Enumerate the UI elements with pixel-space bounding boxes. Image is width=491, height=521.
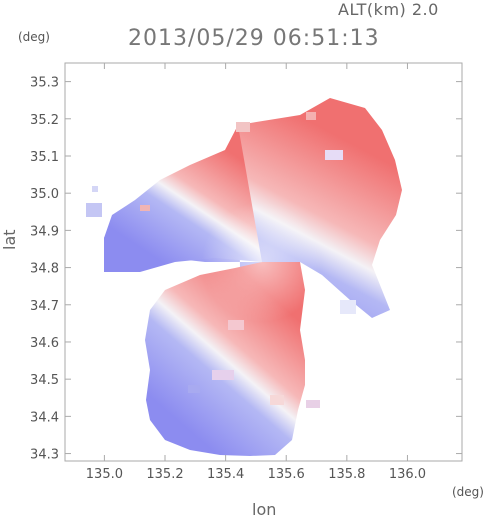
y-tick-label: 34.4 [30,410,59,425]
x-tick-label: 135.6 [268,467,305,482]
echo-fragment [270,395,284,405]
y-tick-label: 35.0 [30,187,59,202]
echo-fragment [306,112,316,120]
chart-title-timestamp: 2013/05/29 06:51:13 [128,26,380,51]
echo-fragment [188,385,200,393]
y-tick-label: 34.5 [30,373,59,388]
y-axis-ticks: 34.3 34.4 34.5 34.6 34.7 34.8 34.9 35.0 35.1 35.2… [30,76,462,463]
echo-fragment [92,186,98,192]
x-tick-label: 135.0 [86,467,123,482]
y-tick-label: 34.6 [30,336,59,351]
echo-cell [325,150,343,160]
plot-frame [64,62,463,462]
y-tick-label: 35.1 [30,150,59,165]
echo-cell [140,205,150,211]
radar-center-fade [202,202,322,322]
y-tick-label: 34.3 [30,448,59,463]
echo-fragment [340,300,356,314]
x-tick-label: 135.2 [146,467,183,482]
y-tick-label: 34.7 [30,299,59,314]
echo-fragment [306,400,320,408]
x-axis-ticks: 135.0 135.2 135.4 135.6 135.8 136.0 [86,63,426,482]
y-tick-label: 34.8 [30,262,59,277]
x-tick-label: 135.8 [328,467,365,482]
y-tick-label: 34.9 [30,224,59,239]
y-tick-label: 35.2 [30,113,59,128]
x-axis-label: lon [252,500,277,519]
y-unit-label: (deg) [18,30,50,44]
echo-fragment [86,203,102,217]
x-tick-label: 135.4 [207,467,244,482]
x-unit-label: (deg) [452,485,484,499]
altitude-label: ALT(km) 2.0 [338,0,439,19]
x-tick-label: 136.0 [389,467,426,482]
y-tick-label: 35.3 [30,76,59,91]
echo-fragment [236,122,250,132]
echo-cell [228,320,244,330]
echo-cell [212,370,234,380]
